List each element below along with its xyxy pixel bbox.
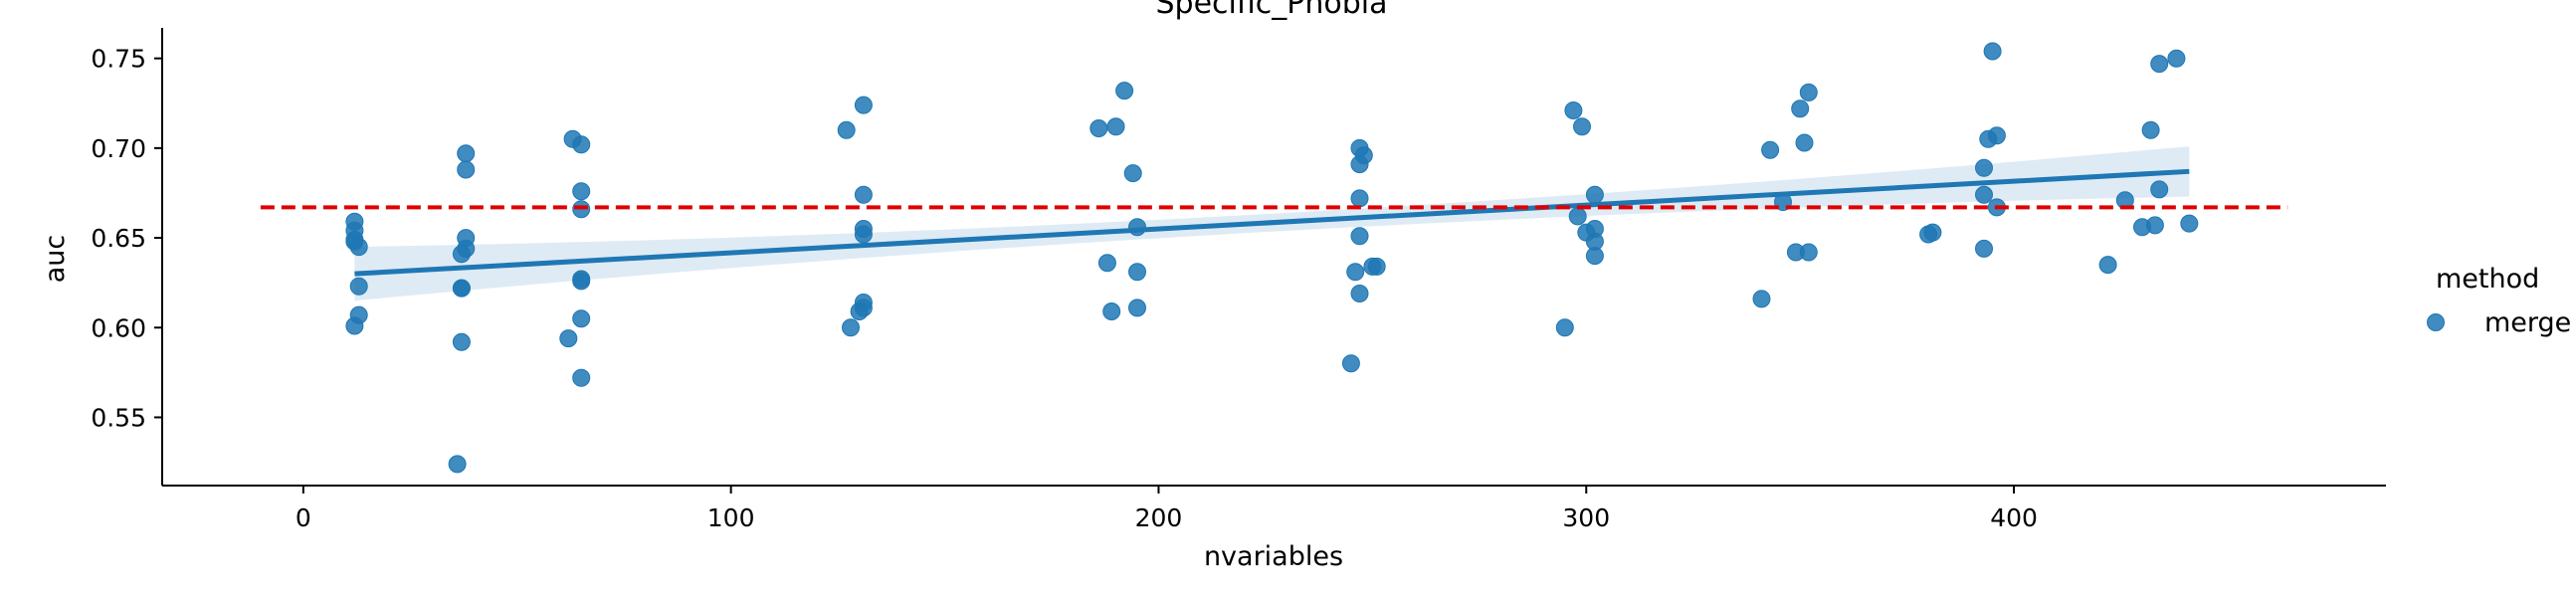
data-point xyxy=(1097,254,1116,273)
data-point xyxy=(2150,55,2169,74)
data-point xyxy=(572,309,591,328)
data-point xyxy=(345,212,364,231)
data-point xyxy=(1573,117,1591,136)
data-point xyxy=(1346,263,1365,282)
data-point xyxy=(1564,101,1583,119)
data-point xyxy=(2141,120,2160,139)
data-point xyxy=(854,96,873,114)
x-tick-label: 0 xyxy=(296,503,311,532)
data-point xyxy=(559,329,578,348)
x-tick-label: 200 xyxy=(1135,503,1183,532)
data-point xyxy=(452,279,471,298)
data-point xyxy=(1090,119,1108,137)
data-point xyxy=(1795,133,1814,152)
data-point xyxy=(842,318,860,337)
data-point xyxy=(1975,185,1993,204)
data-point xyxy=(1799,83,1818,101)
data-point xyxy=(1752,290,1771,308)
data-point xyxy=(2167,49,2186,68)
x-tick-label: 100 xyxy=(707,503,755,532)
data-point xyxy=(1123,164,1142,183)
data-point xyxy=(345,316,364,335)
data-point xyxy=(1975,239,1993,258)
data-point xyxy=(1115,82,1134,100)
data-point xyxy=(452,332,471,351)
data-point xyxy=(1585,247,1604,266)
data-point xyxy=(2133,218,2151,237)
data-point xyxy=(1585,185,1604,204)
y-tick-label: 0.75 xyxy=(91,45,146,74)
data-point xyxy=(1555,318,1574,337)
regression-layer xyxy=(354,168,2190,277)
legend-marker xyxy=(2427,313,2445,331)
data-point xyxy=(1975,158,1993,177)
data-point xyxy=(1128,218,1146,237)
data-point xyxy=(2098,256,2117,275)
data-point xyxy=(1102,302,1121,320)
data-point xyxy=(1350,155,1369,174)
data-point xyxy=(1350,227,1369,246)
data-point xyxy=(1106,117,1125,136)
chart-title: Specific_Phobia xyxy=(1156,0,1388,21)
data-point xyxy=(1367,257,1386,276)
data-point xyxy=(448,455,467,474)
data-point xyxy=(349,277,368,296)
data-point xyxy=(1128,263,1146,282)
legend-title: method xyxy=(2436,264,2539,295)
data-point xyxy=(854,185,873,204)
data-point xyxy=(1791,100,1810,118)
data-point xyxy=(1128,298,1146,317)
data-point xyxy=(2150,180,2169,199)
data-point xyxy=(1983,42,2002,61)
data-point xyxy=(457,239,476,258)
data-point xyxy=(457,144,476,163)
y-axis-ticks: 0.55 0.60 0.65 0.70 0.75 xyxy=(91,45,162,432)
data-point xyxy=(854,225,873,244)
data-point xyxy=(572,182,591,201)
x-tick-label: 400 xyxy=(1990,503,2038,532)
regression-line xyxy=(354,168,2190,277)
data-point xyxy=(1350,285,1369,302)
data-point xyxy=(1923,223,1942,242)
data-point xyxy=(2180,214,2199,233)
x-tick-label: 300 xyxy=(1562,503,1610,532)
x-axis-ticks: 0 100 200 300 400 xyxy=(296,486,2038,532)
y-axis-title: auc xyxy=(40,235,71,284)
x-axis-title: nvariables xyxy=(1204,541,1343,572)
data-point xyxy=(572,135,591,154)
data-point xyxy=(1761,140,1780,159)
data-point xyxy=(572,272,591,291)
legend: method merge xyxy=(2427,264,2571,338)
legend-label-merge: merge xyxy=(2484,307,2571,338)
data-point xyxy=(837,120,856,139)
data-point xyxy=(572,368,591,387)
data-point xyxy=(349,238,368,257)
data-point xyxy=(457,160,476,179)
y-tick-label: 0.70 xyxy=(91,134,146,163)
data-point xyxy=(850,302,869,320)
data-point xyxy=(1568,207,1587,226)
data-point xyxy=(1799,243,1818,262)
y-tick-label: 0.55 xyxy=(91,403,146,432)
data-point xyxy=(1350,189,1369,208)
y-tick-label: 0.60 xyxy=(91,313,146,342)
y-tick-label: 0.65 xyxy=(91,224,146,253)
data-point xyxy=(1987,126,2006,145)
data-point xyxy=(1341,354,1360,373)
